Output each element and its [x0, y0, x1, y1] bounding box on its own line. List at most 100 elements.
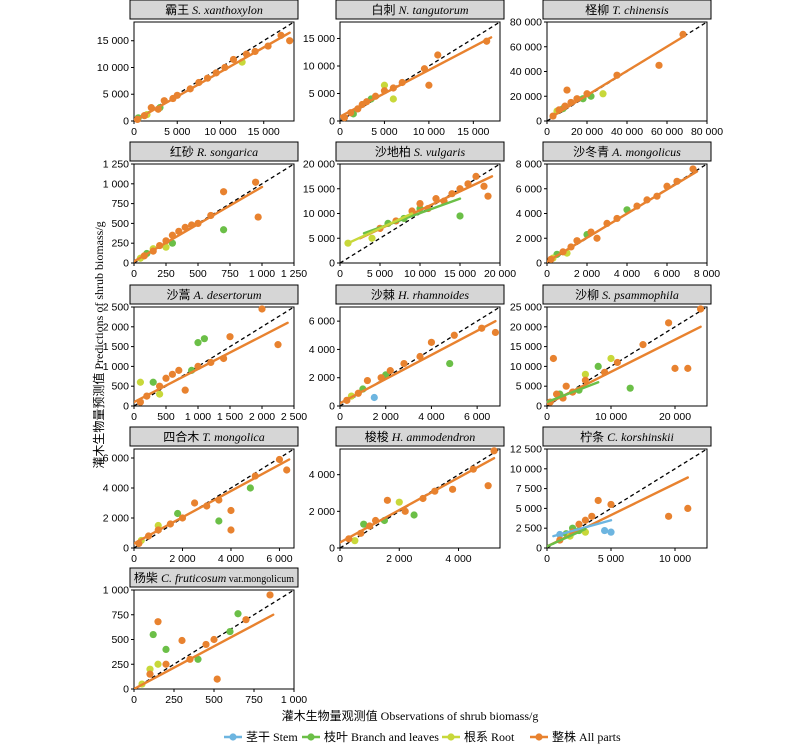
point-all-parts — [679, 30, 687, 38]
panel-title-cn: 四合木 — [163, 429, 202, 444]
point-all-parts — [684, 364, 692, 372]
point-branch-and-leaves — [200, 335, 208, 343]
panel-a-desertorum: 沙蒿 A. desertorum 0 500 1 000 1 500 2 000 2 500… — [103, 284, 307, 423]
y-tick-label: 20 000 — [510, 321, 542, 333]
plot-frame — [546, 306, 708, 407]
x-tick-label: 15 000 — [457, 126, 489, 138]
panel-title-latin: C. fruticosum — [161, 571, 227, 585]
point-all-parts — [639, 341, 647, 349]
panel-title: 柽柳 T. chinensis — [585, 3, 669, 17]
point-all-parts — [491, 328, 500, 337]
fit-line-all-parts — [134, 321, 289, 404]
point-all-parts — [425, 81, 433, 89]
x-tick-label: 2 500 — [281, 411, 307, 423]
x-tick-label: 1 000 — [249, 268, 275, 280]
point-all-parts — [416, 352, 424, 361]
y-tick-label: 0 — [123, 258, 129, 270]
panel-s-xanthoxylon: 霸王 S. xanthoxylon 0 5 000 10 000 15 000 0 5 00… — [97, 0, 299, 138]
x-tick-label: 10 000 — [595, 411, 627, 423]
point-all-parts — [671, 364, 679, 372]
point-all-parts — [226, 333, 234, 341]
y-tick-label: 10 000 — [510, 361, 542, 373]
x-tick-label: 8 000 — [694, 268, 720, 280]
point-all-parts — [588, 512, 596, 520]
x-tick-label: 10 000 — [404, 268, 436, 280]
panel-r-songarica: 红砂 R. songarica 0 250 500 750 1 000 1 250 0 250 5… — [103, 141, 307, 280]
fit-line-all-parts — [134, 185, 264, 263]
point-root — [599, 90, 607, 98]
panel-title-cn: 沙柳 — [575, 288, 602, 302]
panel-s-vulgaris: 沙地柏 S. vulgaris 0 5 000 10 000 15 000 20 000 0… — [303, 141, 516, 280]
x-tick-label: 0 — [131, 268, 137, 280]
x-tick-label: 40 000 — [611, 126, 643, 138]
panel-title-box — [335, 426, 505, 447]
point-all-parts — [227, 526, 235, 534]
x-tick-label: 20 000 — [484, 268, 516, 280]
point-all-parts — [202, 640, 210, 649]
y-tick-label: 15 000 — [97, 35, 129, 47]
point-all-parts — [427, 338, 436, 346]
x-tick-label: 4 000 — [218, 553, 244, 565]
fit-line-all-parts — [340, 36, 493, 118]
plot-frame — [133, 448, 295, 549]
panel-title-cn: 沙蒿 — [166, 288, 193, 302]
x-tick-label: 250 — [165, 694, 183, 706]
y-tick-label: 750 — [111, 198, 129, 210]
fit-line-all-parts — [134, 31, 291, 121]
x-tick-label: 1 000 — [281, 694, 307, 706]
y-tick-label: 500 — [111, 634, 129, 646]
x-tick-label: 0 — [131, 694, 137, 706]
fit-line-all-parts — [134, 613, 275, 689]
panel-title: 沙棘 H. rhamnoides — [371, 288, 469, 302]
plot-frame — [133, 163, 295, 264]
y-tick-label: 0 — [329, 543, 335, 555]
point-root — [154, 660, 162, 668]
y-tick-label: 250 — [111, 238, 129, 250]
panel-title-box — [129, 426, 299, 447]
legend-item-all-parts: 整株 All parts — [530, 729, 621, 744]
y-tick-label: 4 000 — [309, 344, 335, 356]
point-branch-and-leaves — [360, 520, 368, 528]
y-tick-label: 0 — [123, 401, 129, 413]
y-tick-label: 15 000 — [303, 33, 335, 45]
point-all-parts — [191, 499, 199, 507]
panel-title-cn: 白刺 — [371, 2, 398, 17]
panel-title-cn: 沙冬青 — [573, 144, 612, 159]
y-tick-label: 6 000 — [516, 183, 542, 195]
point-all-parts — [689, 165, 697, 173]
x-tick-label: 4 000 — [614, 268, 640, 280]
fit-line-all-parts — [340, 319, 497, 405]
panel-title: 沙地柏 S. vulgaris — [375, 144, 466, 159]
y-tick-label: 250 — [111, 659, 129, 671]
point-all-parts — [274, 341, 282, 349]
fit-line-root — [346, 212, 414, 245]
panel-title: 四合木 T. mongolica — [163, 429, 264, 444]
panel-s-psammophila: 沙柳 S. psammophila 0 10 000 20 000 0 5 000 10 0… — [510, 284, 712, 423]
x-tick-label: 20 000 — [571, 126, 603, 138]
y-tick-label: 40 000 — [510, 66, 542, 78]
point-all-parts — [490, 447, 498, 455]
y-tick-label: 1 250 — [103, 159, 129, 171]
x-tick-label: 15 000 — [248, 126, 280, 138]
panel-title-latin: T. mongolica — [202, 430, 264, 444]
point-all-parts — [227, 506, 235, 515]
y-tick-label: 15 000 — [510, 341, 542, 353]
point-all-parts — [168, 370, 176, 378]
panel-title-latin: S. vulgaris — [414, 145, 466, 159]
legend-swatch-dot — [229, 733, 237, 741]
point-branch-and-leaves — [410, 511, 418, 519]
point-root — [389, 95, 397, 103]
x-tick-label: 5 000 — [598, 553, 624, 565]
legend-item-root: 根系 Root — [442, 730, 515, 744]
y-tick-label: 4 000 — [516, 208, 542, 220]
point-all-parts — [154, 618, 162, 626]
x-tick-label: 20 000 — [659, 411, 691, 423]
panel-title-latin: S. xanthoxylon — [192, 3, 263, 17]
y-tick-label: 2 000 — [103, 321, 129, 333]
point-all-parts — [434, 51, 442, 59]
y-tick-label: 750 — [111, 609, 129, 621]
point-branch-and-leaves — [626, 384, 634, 392]
point-all-parts — [581, 376, 590, 384]
point-all-parts — [242, 616, 250, 624]
point-all-parts — [363, 376, 372, 385]
